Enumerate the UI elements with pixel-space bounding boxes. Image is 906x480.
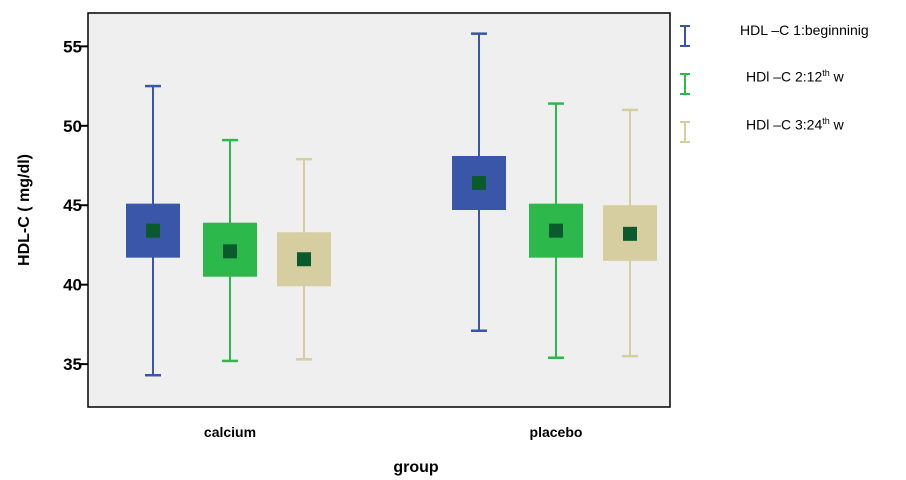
legend-label-1: HDL –C 1:beginninig: [740, 22, 869, 38]
x-tick-label: placebo: [530, 424, 583, 440]
box-3-placebo: [603, 108, 657, 358]
legend-swatch-2-icon: [680, 73, 690, 95]
mean-marker: [146, 223, 160, 238]
legend-label-2-sup: th: [822, 68, 830, 78]
legend-label-2-suffix: w: [829, 68, 844, 85]
y-tick-label: 55: [63, 37, 82, 56]
legend-label-3: HDl –C 3:24th w: [746, 116, 844, 133]
mean-marker: [549, 223, 563, 238]
box-1-placebo: [452, 32, 506, 332]
legend-label-1-text: HDL –C 1:beginninig: [740, 22, 869, 38]
y-tick-label: 35: [63, 355, 82, 374]
y-tick-label: 45: [63, 196, 82, 215]
y-tick-label: 50: [63, 117, 82, 136]
mean-marker: [297, 252, 311, 267]
box-1-calcium: [126, 84, 180, 377]
y-axis: 35 40 45 50 55: [63, 37, 88, 374]
legend-swatch-3-icon: [680, 121, 690, 143]
legend-label-3-sup: th: [822, 116, 830, 126]
x-axis: calcium placebo: [204, 424, 583, 440]
mean-marker: [472, 175, 486, 190]
legend-item-3: HDl –C 3:24th w: [672, 114, 904, 162]
legend-item-2: HDl –C 2:12th w: [672, 66, 904, 114]
legend: HDL –C 1:beginninig HDl –C 2:12th w HDl …: [672, 18, 904, 162]
legend-label-3-text: HDl –C 3:24: [746, 116, 823, 133]
mean-marker: [223, 244, 237, 259]
box-2-calcium: [203, 138, 257, 363]
x-axis-title: group: [393, 459, 439, 476]
legend-swatch-1-icon: [680, 25, 690, 47]
y-axis-title: HDL-C ( mg/dl): [16, 154, 33, 266]
legend-label-2-text: HDl –C 2:12: [746, 68, 823, 85]
y-tick-label: 40: [63, 276, 82, 295]
legend-label-2: HDl –C 2:12th w: [746, 68, 844, 85]
legend-item-1: HDL –C 1:beginninig: [672, 18, 904, 66]
x-tick-label: calcium: [204, 424, 256, 440]
mean-marker: [623, 226, 637, 241]
legend-label-3-suffix: w: [829, 116, 844, 133]
box-3-calcium: [277, 157, 331, 361]
box-2-placebo: [529, 102, 583, 359]
box-series: [126, 32, 657, 377]
